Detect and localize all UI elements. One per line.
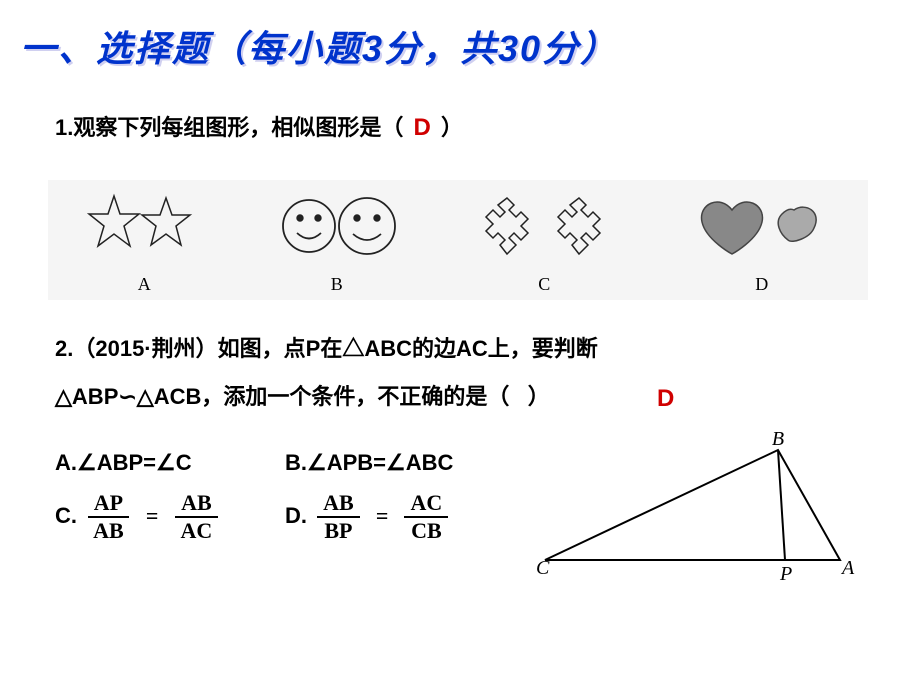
label-P: P bbox=[779, 563, 792, 585]
label-A: A bbox=[840, 557, 855, 579]
stars-icon bbox=[84, 188, 204, 268]
optC-frac1-num: AP bbox=[88, 492, 129, 518]
q1-figure-row: A B C bbox=[48, 180, 868, 300]
section-title: 一、选择题（每小题3分，共30分） bbox=[20, 20, 618, 72]
q2-line2b: ） bbox=[528, 384, 550, 409]
q2-options: A.∠ABP=∠C B.∠APB=∠ABC C. AP AB = AB AC D… bbox=[55, 450, 525, 558]
opt-row-cd: C. AP AB = AB AC D. AB BP = AC CB bbox=[55, 492, 525, 542]
triangle-diagram: B C P A bbox=[530, 430, 870, 590]
optC-eq: = bbox=[146, 503, 159, 528]
label-B: B bbox=[772, 430, 784, 450]
optC-frac1: AP AB bbox=[87, 492, 130, 542]
question-1-text: 1.观察下列每组图形，相似图形是（ D ） bbox=[55, 110, 463, 142]
option-b-cell: B bbox=[277, 188, 397, 295]
optD-label: D. bbox=[285, 503, 307, 528]
optC-frac2-num: AB bbox=[175, 492, 218, 518]
q2-source: （2015·荆州） bbox=[73, 336, 217, 361]
q1-answer: D bbox=[410, 114, 435, 141]
optC-frac2-den: AC bbox=[174, 518, 218, 542]
optA-label: A. bbox=[55, 450, 77, 475]
option-d-label: D bbox=[755, 274, 768, 295]
optC-label: C. bbox=[55, 503, 77, 528]
smileys-icon bbox=[277, 188, 397, 268]
hearts-icon bbox=[692, 188, 832, 268]
optD-frac1-num: AB bbox=[317, 492, 360, 518]
optD-frac1-den: BP bbox=[318, 518, 358, 542]
q1-number: 1. bbox=[55, 115, 73, 140]
q2-number: 2. bbox=[55, 336, 73, 361]
option-b-label: B bbox=[331, 274, 343, 295]
q2-answer: D bbox=[657, 385, 674, 413]
optD-frac2: AC CB bbox=[404, 492, 448, 542]
option-A: A.∠ABP=∠C bbox=[55, 450, 285, 476]
optD-frac2-den: CB bbox=[405, 518, 448, 542]
optA-text: ∠ABP=∠C bbox=[77, 450, 192, 475]
option-C: C. AP AB = AB AC bbox=[55, 492, 285, 542]
label-C: C bbox=[536, 557, 550, 579]
optB-label: B. bbox=[285, 450, 307, 475]
optD-frac1: AB BP bbox=[317, 492, 360, 542]
option-D: D. AB BP = AC CB bbox=[285, 492, 452, 542]
option-c-cell: C bbox=[469, 188, 619, 295]
q2-line2a: △ABP∽△ACB，添加一个条件，不正确的是（ bbox=[55, 384, 509, 409]
option-d-cell: D bbox=[692, 188, 832, 295]
optB-text: ∠APB=∠ABC bbox=[307, 450, 453, 475]
optD-eq: = bbox=[376, 503, 389, 528]
optC-frac1-den: AB bbox=[87, 518, 130, 542]
opt-row-ab: A.∠ABP=∠C B.∠APB=∠ABC bbox=[55, 450, 525, 476]
option-a-cell: A bbox=[84, 188, 204, 295]
optC-frac2: AB AC bbox=[174, 492, 218, 542]
q2-line1: 如图，点P在△ABC的边AC上，要判断 bbox=[218, 336, 598, 361]
q1-end: ） bbox=[441, 115, 463, 140]
option-c-label: C bbox=[538, 274, 550, 295]
optD-frac2-num: AC bbox=[404, 492, 448, 518]
crosses-icon bbox=[469, 188, 619, 268]
q1-body: 观察下列每组图形，相似图形是（ bbox=[73, 115, 403, 140]
option-B: B.∠APB=∠ABC bbox=[285, 450, 453, 476]
question-2-text: 2.（2015·荆州）如图，点P在△ABC的边AC上，要判断 △ABP∽△ACB… bbox=[55, 325, 855, 422]
option-a-label: A bbox=[138, 274, 151, 295]
